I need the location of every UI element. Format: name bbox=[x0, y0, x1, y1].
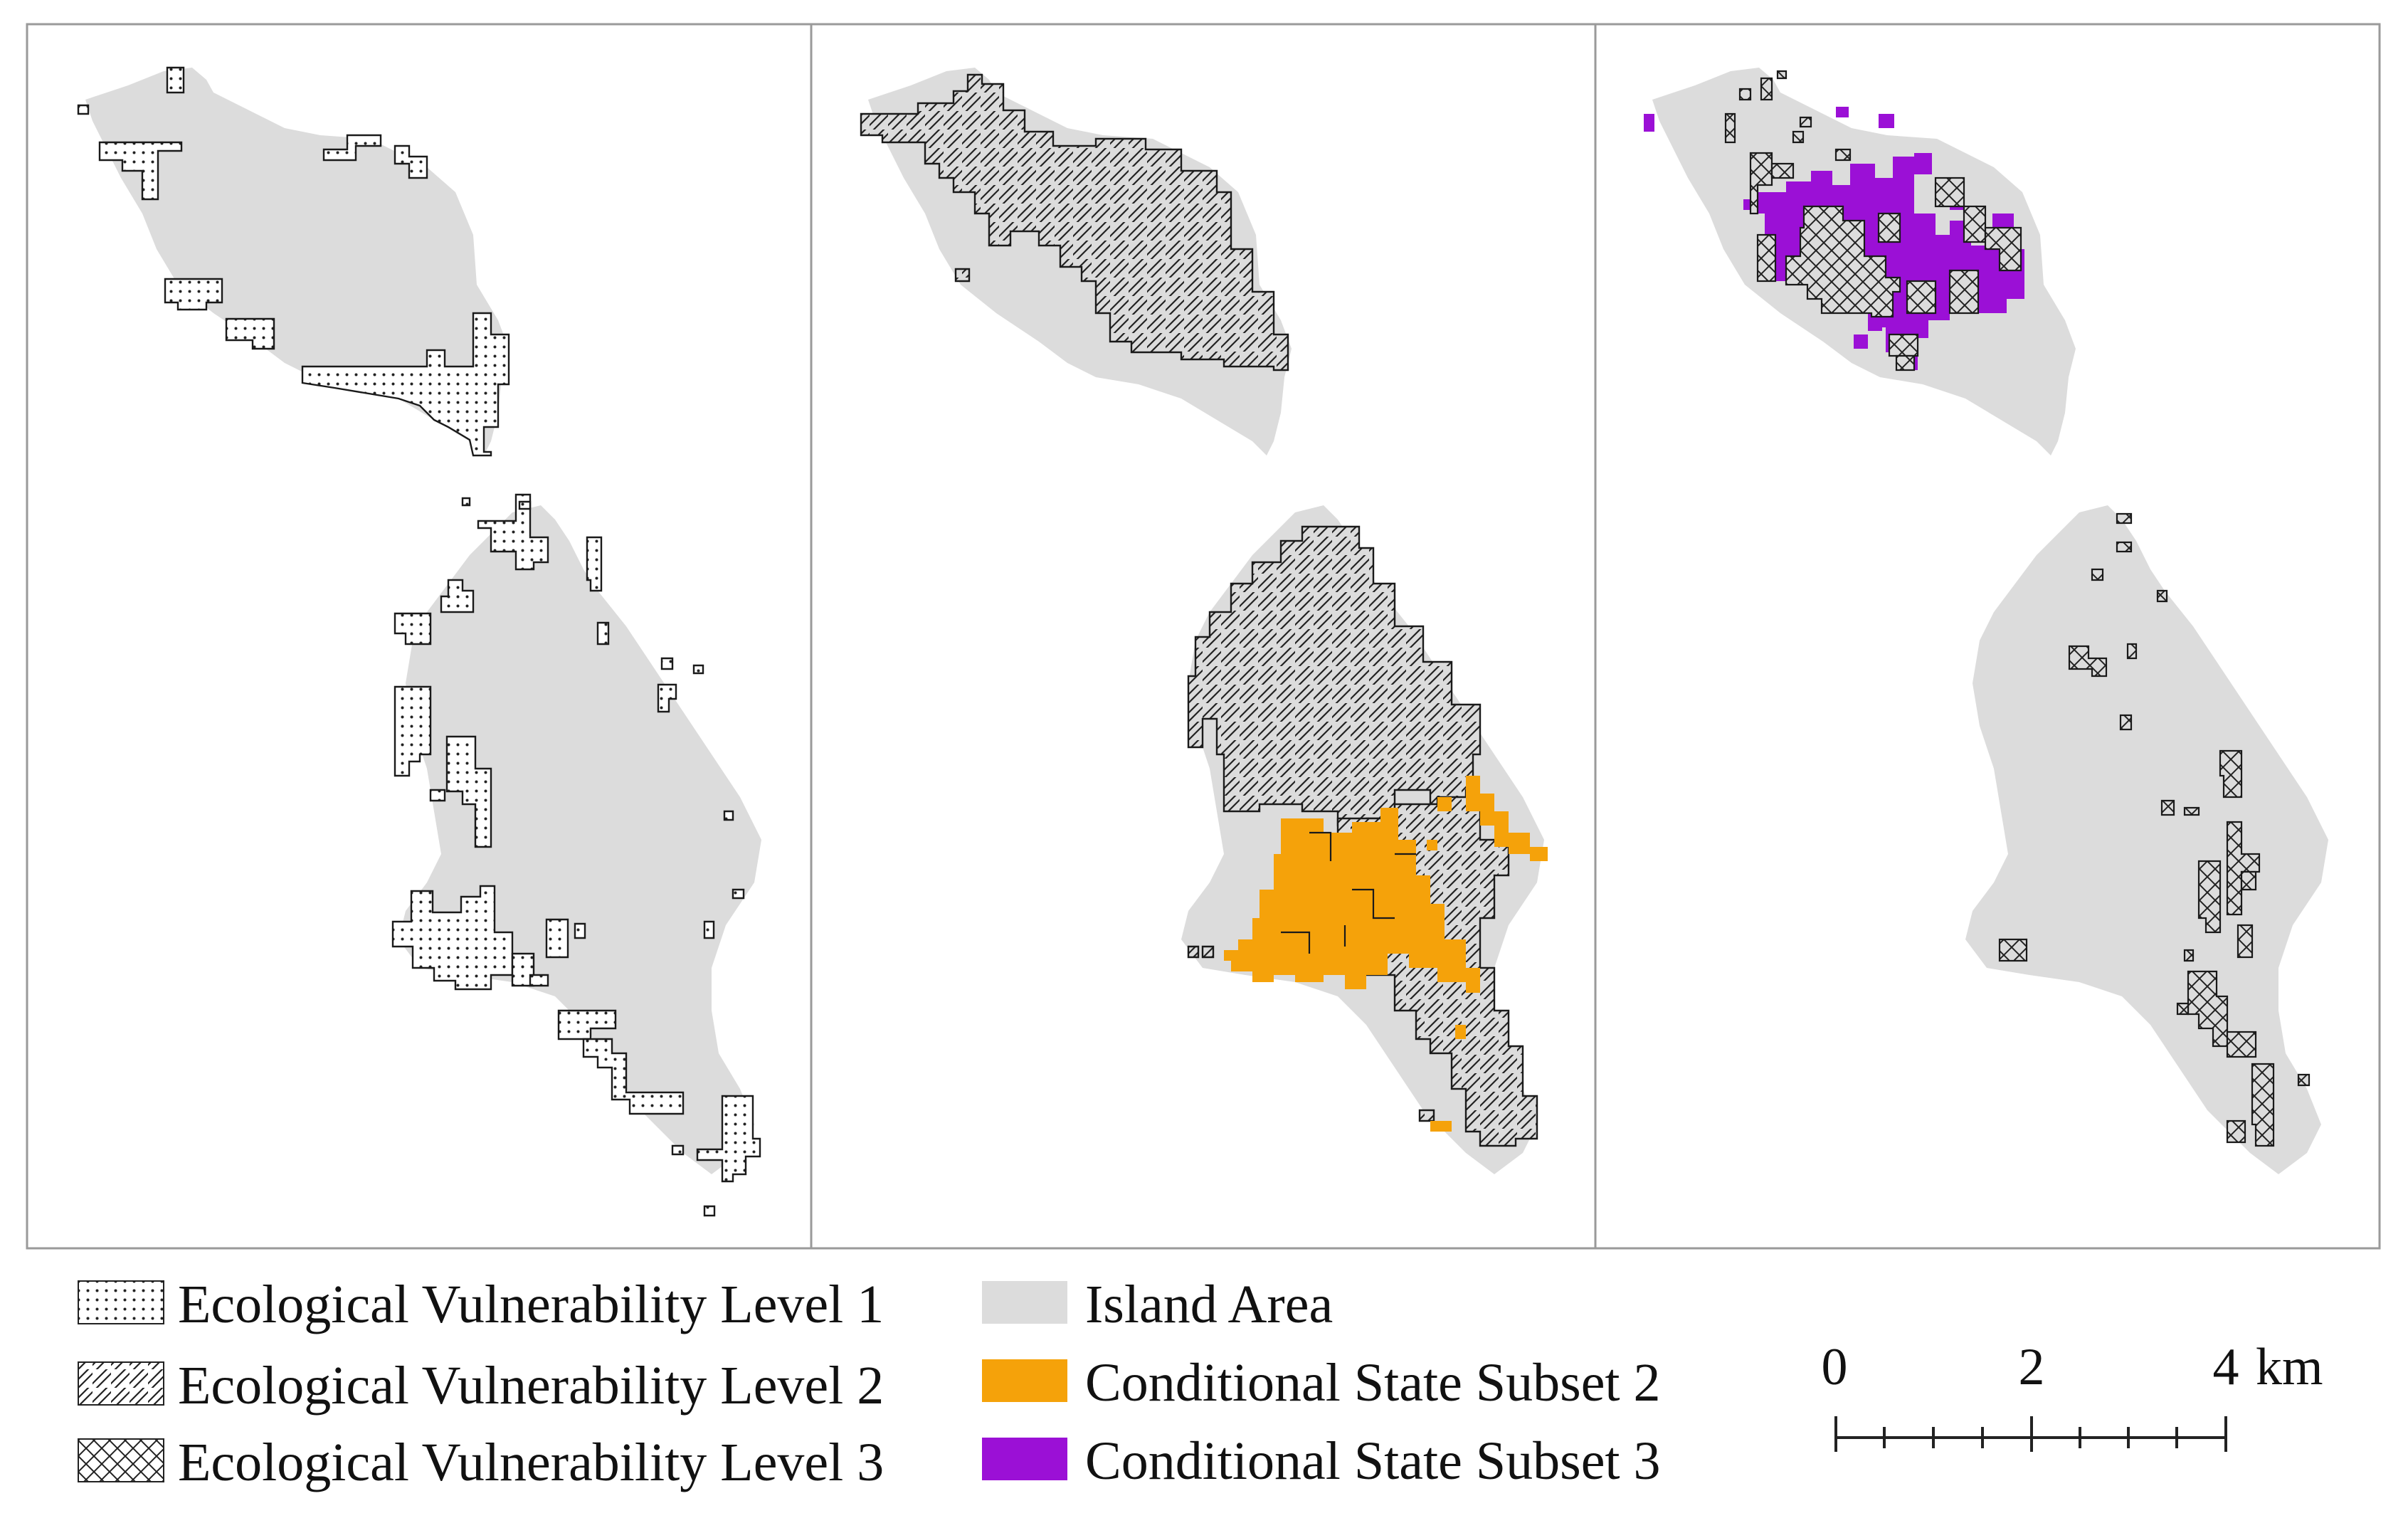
legend-item-level2: Ecological Vulnerability Level 2 bbox=[78, 1356, 884, 1416]
legend-item-level1: Ecological Vulnerability Level 1 bbox=[78, 1275, 884, 1334]
legend-label-island: Island Area bbox=[1085, 1275, 1333, 1334]
level3-patches bbox=[1724, 70, 2311, 1147]
legend-swatch-level3 bbox=[78, 1438, 164, 1482]
legend-item-island: Island Area bbox=[982, 1275, 1333, 1334]
legend: Ecological Vulnerability Level 1 Ecologi… bbox=[78, 1275, 1661, 1492]
scale-label-0: 0 bbox=[1822, 1338, 1848, 1396]
legend-item-subset2: Conditional State Subset 2 bbox=[982, 1353, 1661, 1413]
scale-unit: km bbox=[2256, 1338, 2323, 1396]
legend-item-level3: Ecological Vulnerability Level 3 bbox=[78, 1433, 884, 1492]
legend-swatch-subset2 bbox=[982, 1359, 1067, 1402]
subset2-patches bbox=[1224, 776, 1548, 1132]
legend-label-level2: Ecological Vulnerability Level 2 bbox=[178, 1356, 884, 1416]
island-south bbox=[1965, 505, 2328, 1174]
legend-swatch-subset3 bbox=[982, 1438, 1067, 1480]
legend-item-subset3: Conditional State Subset 3 bbox=[982, 1431, 1661, 1491]
scale-bar: 0 2 4 km bbox=[1822, 1338, 2323, 1452]
legend-label-level1: Ecological Vulnerability Level 1 bbox=[178, 1275, 884, 1334]
panel-level1 bbox=[77, 66, 761, 1217]
scale-bar-line bbox=[1834, 1416, 2227, 1452]
legend-swatch-level1 bbox=[78, 1280, 164, 1324]
legend-label-subset3: Conditional State Subset 3 bbox=[1085, 1431, 1661, 1491]
island-north bbox=[85, 68, 509, 455]
scale-label-2: 2 bbox=[2019, 1338, 2045, 1396]
legend-label-subset2: Conditional State Subset 2 bbox=[1085, 1353, 1661, 1413]
legend-swatch-island bbox=[982, 1281, 1067, 1324]
scale-label-4: 4 bbox=[2213, 1338, 2239, 1396]
legend-label-level3: Ecological Vulnerability Level 3 bbox=[178, 1433, 884, 1492]
level1-patches bbox=[77, 66, 761, 1217]
legend-swatch-level2 bbox=[78, 1361, 164, 1406]
panel-level2 bbox=[860, 68, 1548, 1174]
island-south bbox=[398, 505, 761, 1174]
subset2-outline bbox=[1281, 831, 1416, 954]
panel-level3 bbox=[1644, 68, 2328, 1174]
